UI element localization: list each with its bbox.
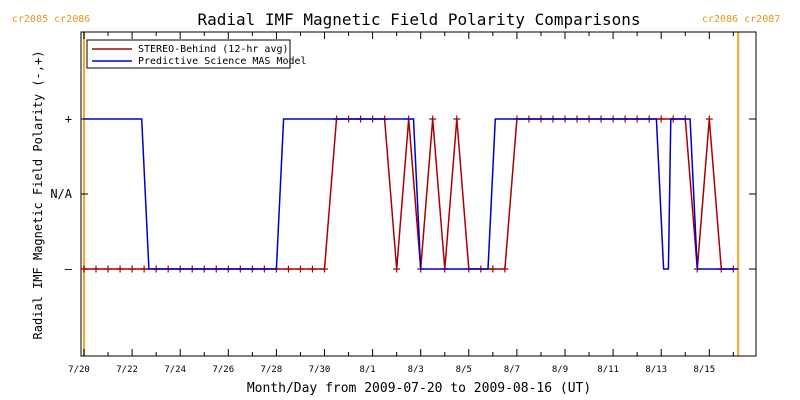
stereo-behind-point [308, 265, 316, 273]
y-tick-label: – [65, 262, 73, 276]
model-line [84, 118, 739, 270]
stereo-behind-point [296, 265, 304, 273]
stereo-behind-point [705, 115, 713, 123]
x-tick-label: 8/3 [408, 365, 424, 375]
y-tick-label: N/A [50, 187, 72, 201]
stereo-behind-point [393, 265, 401, 273]
stereo-behind-point [489, 265, 497, 273]
x-tick-label: 8/11 [597, 365, 619, 375]
x-tick-label: 8/15 [693, 365, 715, 375]
stereo-behind-point [501, 265, 509, 273]
plot-frame [80, 31, 757, 357]
legend-label-model: Predictive Science MAS Model [138, 56, 307, 67]
stereo-behind-point [140, 265, 148, 273]
x-tick-label: 7/28 [261, 365, 283, 375]
carrington-right-label: cr2086 cr2087 [702, 14, 780, 25]
y-axis-title: Radial IMF Magnetic Field Polarity (-,+) [31, 51, 45, 340]
x-tick-label: 7/24 [164, 365, 186, 375]
stereo-behind-point [116, 265, 124, 273]
y-tick-label: + [65, 112, 72, 126]
chart-title: Radial IMF Magnetic Field Polarity Compa… [197, 10, 640, 29]
legend-box [86, 39, 291, 69]
stereo-behind-point [92, 265, 100, 273]
series-layer [80, 115, 739, 273]
x-axis-title: Month/Day from 2009-07-20 to 2009-08-16 … [247, 381, 591, 396]
x-tick-label: 8/13 [645, 365, 667, 375]
legend: STEREO-Behind (12-hr avg) Predictive Sci… [86, 39, 307, 69]
stereo-behind-point [284, 265, 292, 273]
x-tick-label: 8/9 [552, 365, 568, 375]
x-tick-label: 7/26 [212, 365, 234, 375]
stereo-behind-point [321, 265, 328, 273]
stereo-behind-point [128, 265, 136, 273]
stereo-behind-point [429, 115, 437, 123]
carrington-left-label: cr2085 cr2086 [12, 14, 90, 25]
x-tick-label: 7/22 [116, 365, 138, 375]
x-tick-label: 8/7 [504, 365, 520, 375]
x-tick-label: 8/5 [456, 365, 472, 375]
stereo-behind-point [453, 115, 461, 123]
stereo-behind-point [104, 265, 112, 273]
legend-label-stereo: STEREO-Behind (12-hr avg) [138, 44, 289, 55]
x-tick-label: 7/20 [68, 365, 90, 375]
stereo-behind-point [80, 265, 88, 273]
stereo-behind-point [657, 115, 665, 123]
x-tick-label: 7/30 [309, 365, 331, 375]
x-tick-label: 8/1 [359, 365, 375, 375]
x-axis-ticks: 7/20 7/22 7/24 7/26 7/28 7/30 8/1 8/3 8/5 8/7 8/9 8… [68, 32, 734, 375]
